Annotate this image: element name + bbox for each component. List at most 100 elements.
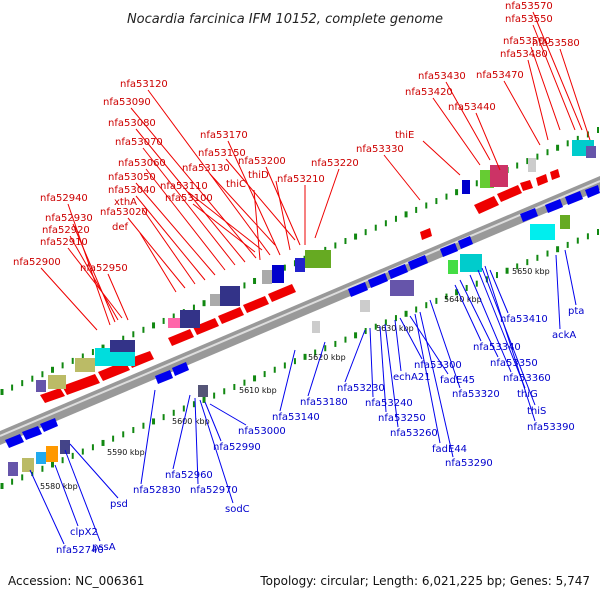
gene-label-top[interactable]: nfa53210: [277, 174, 325, 185]
gene-label-top[interactable]: nfa53440: [448, 102, 496, 113]
gene-label-bottom[interactable]: nfa53390: [527, 422, 575, 433]
gene-label-bottom[interactable]: nfa52970: [190, 485, 238, 496]
connector-line: [429, 299, 461, 389]
connector-line: [503, 80, 541, 146]
connector-line: [275, 180, 291, 251]
gene-label-bottom[interactable]: nfa53250: [378, 413, 426, 424]
gene-label-bottom[interactable]: nfa53230: [337, 383, 385, 394]
gene-label-bottom[interactable]: sodC: [225, 504, 250, 515]
connector-line: [399, 317, 423, 360]
connector-line: [532, 24, 576, 131]
gene-label-top[interactable]: nfa53420: [405, 87, 453, 98]
connector-line: [559, 48, 591, 141]
gene-label-top[interactable]: nfa52930: [45, 213, 93, 224]
connector-line: [72, 223, 116, 323]
gene-label-bottom[interactable]: pssA: [92, 542, 116, 553]
gene-label-bottom[interactable]: fadE44: [432, 444, 467, 455]
gene-label-bottom[interactable]: thiS: [527, 406, 546, 417]
gene-label-top[interactable]: nfa53020: [100, 207, 148, 218]
gene-label-top[interactable]: nfa53170: [200, 130, 248, 141]
gene-label-top[interactable]: nfa53100: [165, 193, 213, 204]
gene-label-bottom[interactable]: psd: [110, 499, 128, 510]
gene-label-bottom[interactable]: pta: [568, 306, 584, 317]
gene-label-top[interactable]: def: [112, 222, 129, 233]
gene-label-top[interactable]: nfa52940: [40, 193, 88, 204]
gene-label-bottom[interactable]: thiG: [517, 389, 538, 400]
gene-label-bottom[interactable]: nfa53260: [390, 428, 438, 439]
gene-label-bottom[interactable]: nfa53290: [445, 458, 493, 469]
gene-label-bottom[interactable]: nfa52990: [213, 442, 261, 453]
scale-label-5650: 5650 kbp: [512, 267, 550, 276]
gene-label-bottom[interactable]: nfa52960: [165, 470, 213, 481]
gene-label-bottom[interactable]: nfa53320: [452, 389, 500, 400]
gene-label-top[interactable]: nfa53110: [160, 181, 208, 192]
connector-line: [147, 89, 271, 256]
connector-line: [265, 166, 301, 246]
gene-label-top[interactable]: thiC: [226, 179, 246, 190]
gene-label-bottom[interactable]: nfa53240: [365, 398, 413, 409]
gene-label-bottom[interactable]: nfa53140: [272, 412, 320, 423]
gene-label-top[interactable]: nfa53070: [115, 137, 163, 148]
gene-label-top[interactable]: nfa53090: [103, 97, 151, 108]
reverse-genes: [5, 185, 600, 448]
gene-label-bottom[interactable]: echA21: [393, 372, 431, 383]
gene-label-top[interactable]: nfa53150: [198, 148, 246, 159]
gene-label-top[interactable]: thiD: [248, 170, 269, 181]
gene-label-bottom[interactable]: nfa53300: [414, 360, 462, 371]
gene-label-top[interactable]: nfa53040: [108, 185, 156, 196]
connector-line: [140, 389, 156, 485]
gene-label-top[interactable]: nfa53200: [238, 156, 286, 167]
connector-line: [135, 182, 216, 276]
gene-label-bottom[interactable]: fadE45: [440, 375, 475, 386]
gene-label-top[interactable]: nfa53080: [108, 118, 156, 129]
gene-label-bottom[interactable]: nfa53350: [490, 358, 538, 369]
gene-label-top[interactable]: nfa52950: [80, 263, 128, 274]
connector-line: [530, 46, 561, 131]
gene-label-top[interactable]: nfa52920: [42, 225, 90, 236]
gene-label-bottom[interactable]: nfa53360: [503, 373, 551, 384]
gene-label-bottom[interactable]: nfa53180: [300, 397, 348, 408]
gene-label-bottom[interactable]: nfa53410: [500, 314, 548, 325]
connector-line: [64, 449, 101, 542]
gene-label-top[interactable]: nfa52910: [40, 237, 88, 248]
connector-line: [142, 147, 236, 266]
gene-label-top[interactable]: nfa53050: [108, 172, 156, 183]
gene-label-top[interactable]: nfa53500: [503, 36, 551, 47]
page-title: Nocardia farcinica IFM 10152, complete g…: [127, 12, 443, 27]
gene-label-top[interactable]: nfa53570: [505, 1, 553, 12]
gene-label-top[interactable]: nfa53550: [505, 14, 553, 25]
gene-label-top[interactable]: nfa53470: [476, 70, 524, 81]
gene-label-top[interactable]: nfa53220: [311, 158, 359, 169]
gene-label-top[interactable]: nfa52900: [13, 257, 61, 268]
connector-line: [69, 443, 119, 499]
gene-label-bottom[interactable]: nfa52830: [133, 485, 181, 496]
gene-label-top[interactable]: nfa53060: [118, 158, 166, 169]
connector-line: [489, 269, 509, 314]
connector-line: [127, 217, 186, 289]
gene-label-top[interactable]: nfa53430: [418, 71, 466, 82]
scale-label-5640: 5640 kbp: [444, 295, 482, 304]
gene-label-bottom[interactable]: clpX2: [70, 527, 98, 538]
gene-label-bottom[interactable]: ackA: [552, 330, 576, 341]
scale-label-5580: 5580 kbp: [40, 482, 78, 491]
accession-text: Accession: NC_006361: [8, 574, 144, 588]
connector-line: [172, 394, 191, 470]
connector-line: [414, 313, 441, 444]
gene-label-top[interactable]: thiE: [395, 130, 414, 141]
gene-label-top[interactable]: nfa53580: [532, 38, 580, 49]
connector-line: [344, 329, 366, 383]
scale-label-5620: 5620 kbp: [308, 353, 346, 362]
gene-label-bottom[interactable]: nfa53340: [473, 342, 521, 353]
connector-line: [69, 235, 119, 321]
gene-label-top[interactable]: nfa53480: [500, 49, 548, 60]
gene-label-top[interactable]: nfa53120: [120, 79, 168, 90]
gene-label-top[interactable]: xthA: [114, 197, 137, 208]
gene-label-top[interactable]: nfa53330: [356, 144, 404, 155]
connector-line: [54, 464, 79, 527]
gene-label-bottom[interactable]: nfa53000: [238, 426, 286, 437]
connector-line: [135, 128, 246, 263]
gene-label-top[interactable]: nfa53130: [182, 163, 230, 174]
top-gene-labels: nfa53570 nfa53550 nfa53500nfa53580nfa53480…: [13, 1, 580, 274]
gene-label-bottom[interactable]: nfa52740: [56, 545, 104, 556]
connector-line: [253, 189, 261, 261]
